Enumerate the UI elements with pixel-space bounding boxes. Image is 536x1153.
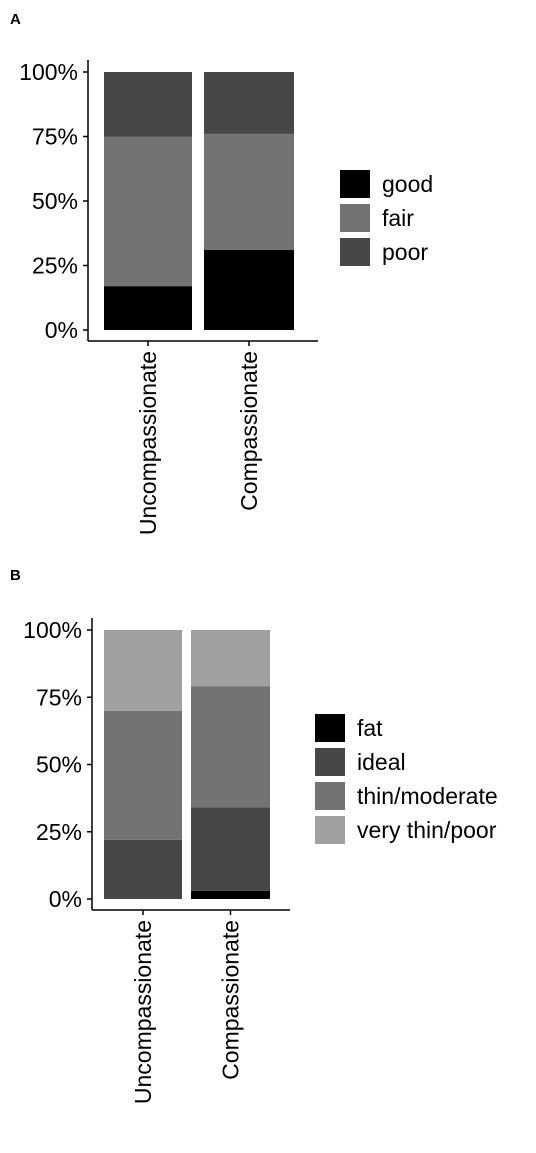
legend-swatch [340, 204, 370, 232]
bar-segment [104, 72, 192, 137]
legend-label: good [382, 171, 433, 197]
legend-label: fat [357, 715, 383, 741]
y-tick-label: 100% [19, 59, 78, 85]
x-tick-label: Compassionate [218, 920, 244, 1080]
legend-swatch [315, 714, 345, 742]
x-tick-label: Uncompassionate [135, 351, 161, 535]
x-tick-label: Compassionate [236, 351, 262, 511]
legend-swatch [315, 816, 345, 844]
legend-swatch [315, 782, 345, 810]
y-tick-label: 75% [32, 124, 78, 150]
legend: fat ideal thin/moderate very thin/poor [315, 714, 498, 844]
bar-segment [191, 890, 270, 899]
x-tick-label: Uncompassionate [130, 920, 156, 1104]
chart-panel-A: A 0% 25% 50% 75% 100% Uncompassionate Compassio… [10, 11, 433, 535]
legend-label: ideal [357, 749, 406, 775]
y-tick-label: 50% [32, 188, 78, 214]
y-tick-label: 75% [36, 684, 82, 710]
bar-segment [204, 133, 294, 251]
legend-swatch [340, 238, 370, 266]
panel-label: B [10, 567, 21, 584]
chart-panel-B: B 0% 25% 50% 75% 100% Uncompassionate Compassio… [10, 567, 498, 1104]
legend-swatch [315, 748, 345, 776]
y-tick-label: 50% [36, 752, 82, 778]
bar-segment [204, 250, 294, 330]
y-tick-label: 0% [49, 886, 82, 912]
y-tick-label: 25% [36, 819, 82, 845]
y-tick-label: 0% [45, 317, 78, 343]
legend-label: thin/moderate [357, 783, 498, 809]
legend-label: very thin/poor [357, 817, 497, 843]
legend-swatch [340, 170, 370, 198]
legend-label: fair [382, 205, 414, 231]
bar-segment [191, 630, 270, 687]
bar-segment [104, 286, 192, 330]
bar-segment [104, 839, 182, 899]
y-tick-label: 25% [32, 253, 78, 279]
legend-label: poor [382, 239, 428, 265]
bar-segment [191, 686, 270, 808]
y-tick-label: 100% [23, 617, 82, 643]
bar-segment [104, 630, 182, 711]
legend: good fair poor [340, 170, 433, 266]
panel-label: A [10, 11, 21, 28]
bar-segment [204, 72, 294, 134]
bar-segment [104, 710, 182, 840]
bar-segment [104, 136, 192, 287]
bar-segment [191, 807, 270, 891]
